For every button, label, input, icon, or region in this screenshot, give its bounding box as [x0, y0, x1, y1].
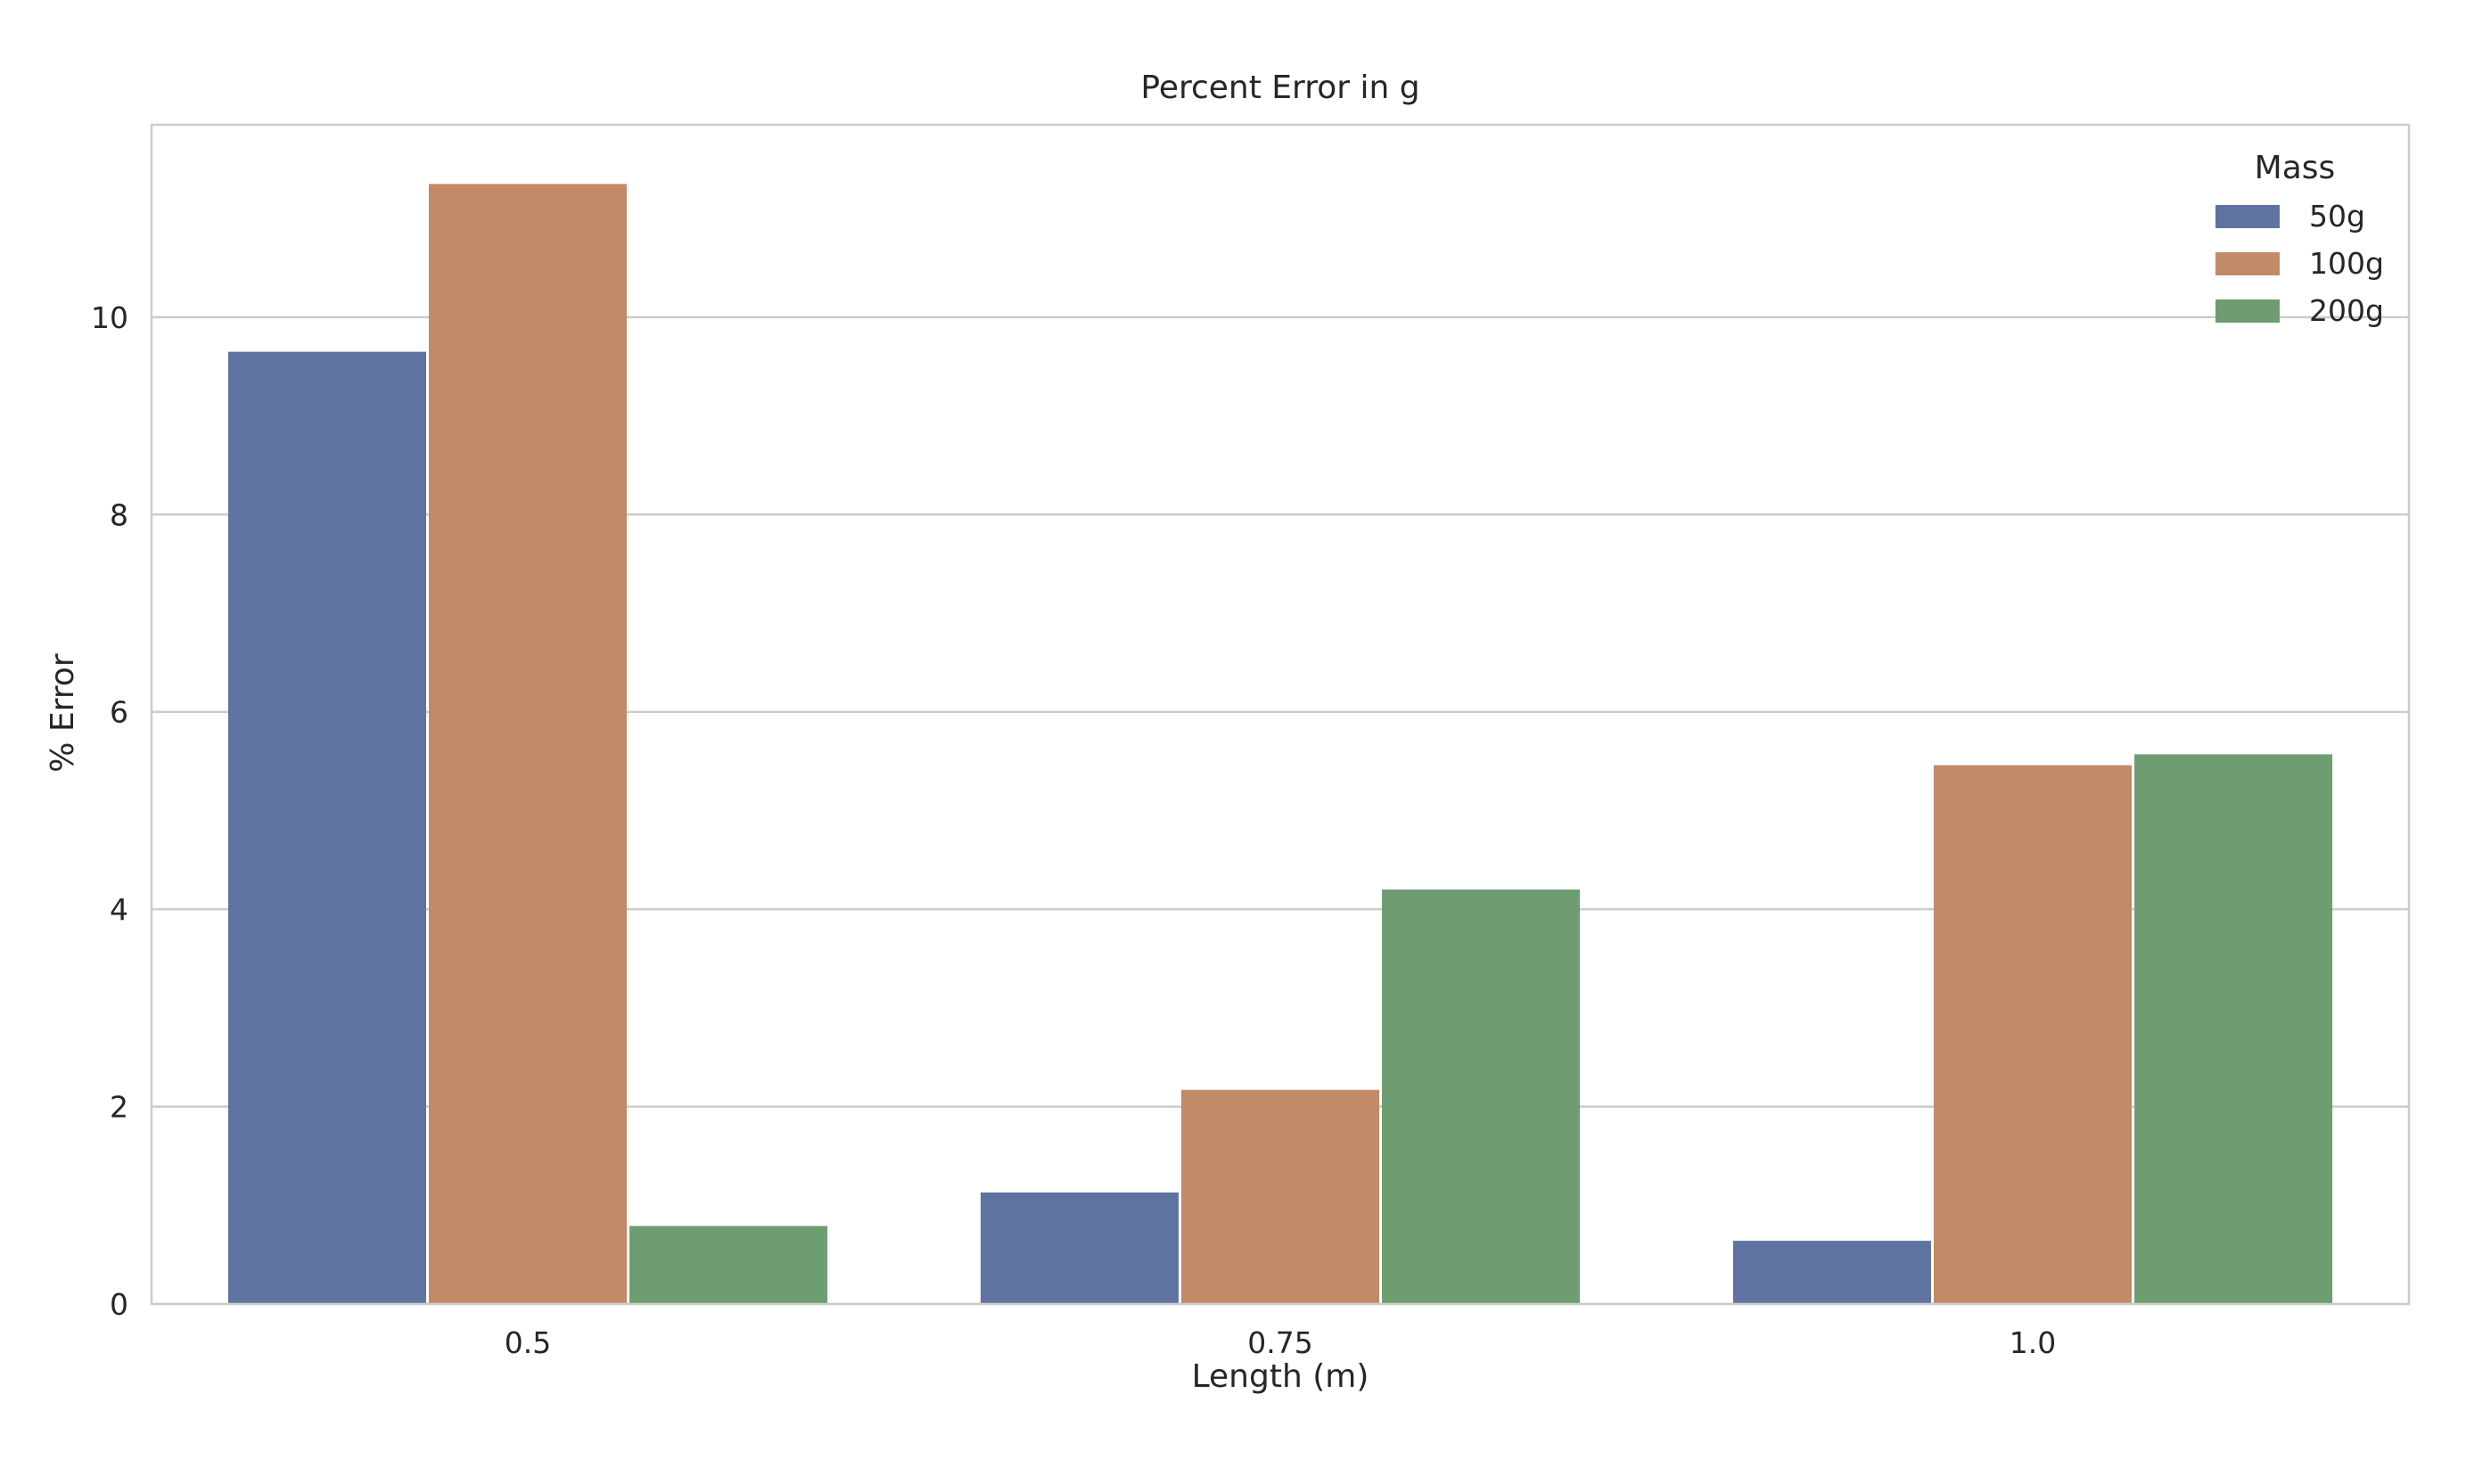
- x-tick-label: 0.75: [1247, 1325, 1312, 1360]
- y-tick-labels: 0 2 4 6 8 10: [91, 300, 128, 1322]
- legend-swatch-200g: [2215, 299, 2280, 323]
- legend: Mass 50g 100g 200g: [2215, 150, 2384, 328]
- legend-swatch-50g: [2215, 205, 2280, 228]
- legend-swatch-100g: [2215, 252, 2280, 275]
- bar-200g-1.0: [2134, 754, 2333, 1304]
- bar-100g-0.5: [428, 184, 628, 1305]
- y-tick-label: 10: [91, 300, 128, 335]
- x-tick-labels: 0.5 0.75 1.0: [505, 1325, 2056, 1360]
- y-tick-label: 0: [110, 1287, 128, 1322]
- y-tick-label: 6: [110, 695, 128, 730]
- bar-200g-0.75: [1382, 890, 1581, 1304]
- y-axis-label: % Error: [45, 653, 81, 773]
- x-tick-label: 0.5: [505, 1325, 551, 1360]
- x-tick-label: 1.0: [2010, 1325, 2056, 1360]
- bar-50g-0.75: [980, 1192, 1179, 1304]
- legend-label: 200g: [2309, 293, 2384, 328]
- y-tick-label: 4: [110, 892, 128, 927]
- legend-label: 50g: [2309, 199, 2365, 234]
- bar-50g-1.0: [1732, 1241, 1931, 1304]
- y-tick-label: 2: [110, 1090, 128, 1125]
- bars: [227, 184, 2333, 1305]
- bar-200g-0.5: [629, 1226, 828, 1304]
- bar-100g-0.75: [1180, 1089, 1380, 1304]
- legend-label: 100g: [2309, 246, 2384, 281]
- x-axis-label: Length (m): [1192, 1358, 1369, 1395]
- plot-frame: [150, 123, 2411, 1306]
- bar-50g-0.5: [227, 351, 426, 1304]
- y-tick-label: 8: [110, 497, 128, 532]
- chart-title: Percent Error in g: [1140, 70, 1419, 106]
- bar-100g-1.0: [1933, 765, 2133, 1304]
- legend-title: Mass: [2255, 150, 2336, 186]
